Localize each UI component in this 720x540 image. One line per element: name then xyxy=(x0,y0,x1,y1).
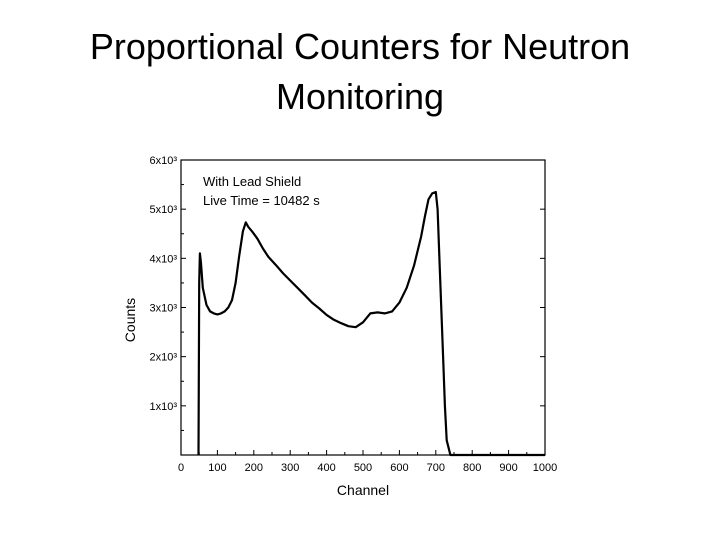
annotation-line-1: With Lead Shield xyxy=(203,174,301,189)
x-tick-labels: 0 100 200 300 400 500 600 700 800 900 1000 xyxy=(178,462,557,474)
x-tick-label: 100 xyxy=(208,462,226,474)
y-tick-labels: 1x10³ 2x10³ 3x10³ 4x10³ 5x10³ 6x10³ xyxy=(149,155,177,413)
slide-title: Proportional Counters for Neutron Monito… xyxy=(0,22,720,122)
y-tick-label: 4x10³ xyxy=(149,253,177,265)
slide-title-line-2: Monitoring xyxy=(275,76,445,117)
series-group xyxy=(197,190,545,457)
y-tick-label: 6x10³ xyxy=(149,155,177,167)
x-tick-label: 600 xyxy=(390,462,408,474)
y-ticks xyxy=(181,159,545,431)
annotation-line-2: Live Time = 10482 s xyxy=(203,193,320,208)
y-tick-label: 5x10³ xyxy=(149,204,177,216)
spectrum-line xyxy=(197,190,545,457)
x-tick-label: 800 xyxy=(463,462,481,474)
x-axis-title: Channel xyxy=(337,482,389,498)
x-tick-label: 300 xyxy=(281,462,299,474)
x-tick-label: 200 xyxy=(245,462,263,474)
y-tick-label: 3x10³ xyxy=(149,303,177,315)
x-tick-label: 0 xyxy=(178,462,184,474)
x-tick-label: 700 xyxy=(427,462,445,474)
y-tick-label: 2x10³ xyxy=(149,352,177,364)
y-axis-title: Counts xyxy=(122,298,138,342)
slide-title-line-1: Proportional Counters for Neutron xyxy=(89,26,631,67)
x-tick-label: 500 xyxy=(354,462,372,474)
y-tick-label: 1x10³ xyxy=(149,401,177,413)
x-tick-label: 900 xyxy=(499,462,517,474)
x-tick-label: 400 xyxy=(317,462,335,474)
x-tick-label: 1000 xyxy=(533,462,557,474)
